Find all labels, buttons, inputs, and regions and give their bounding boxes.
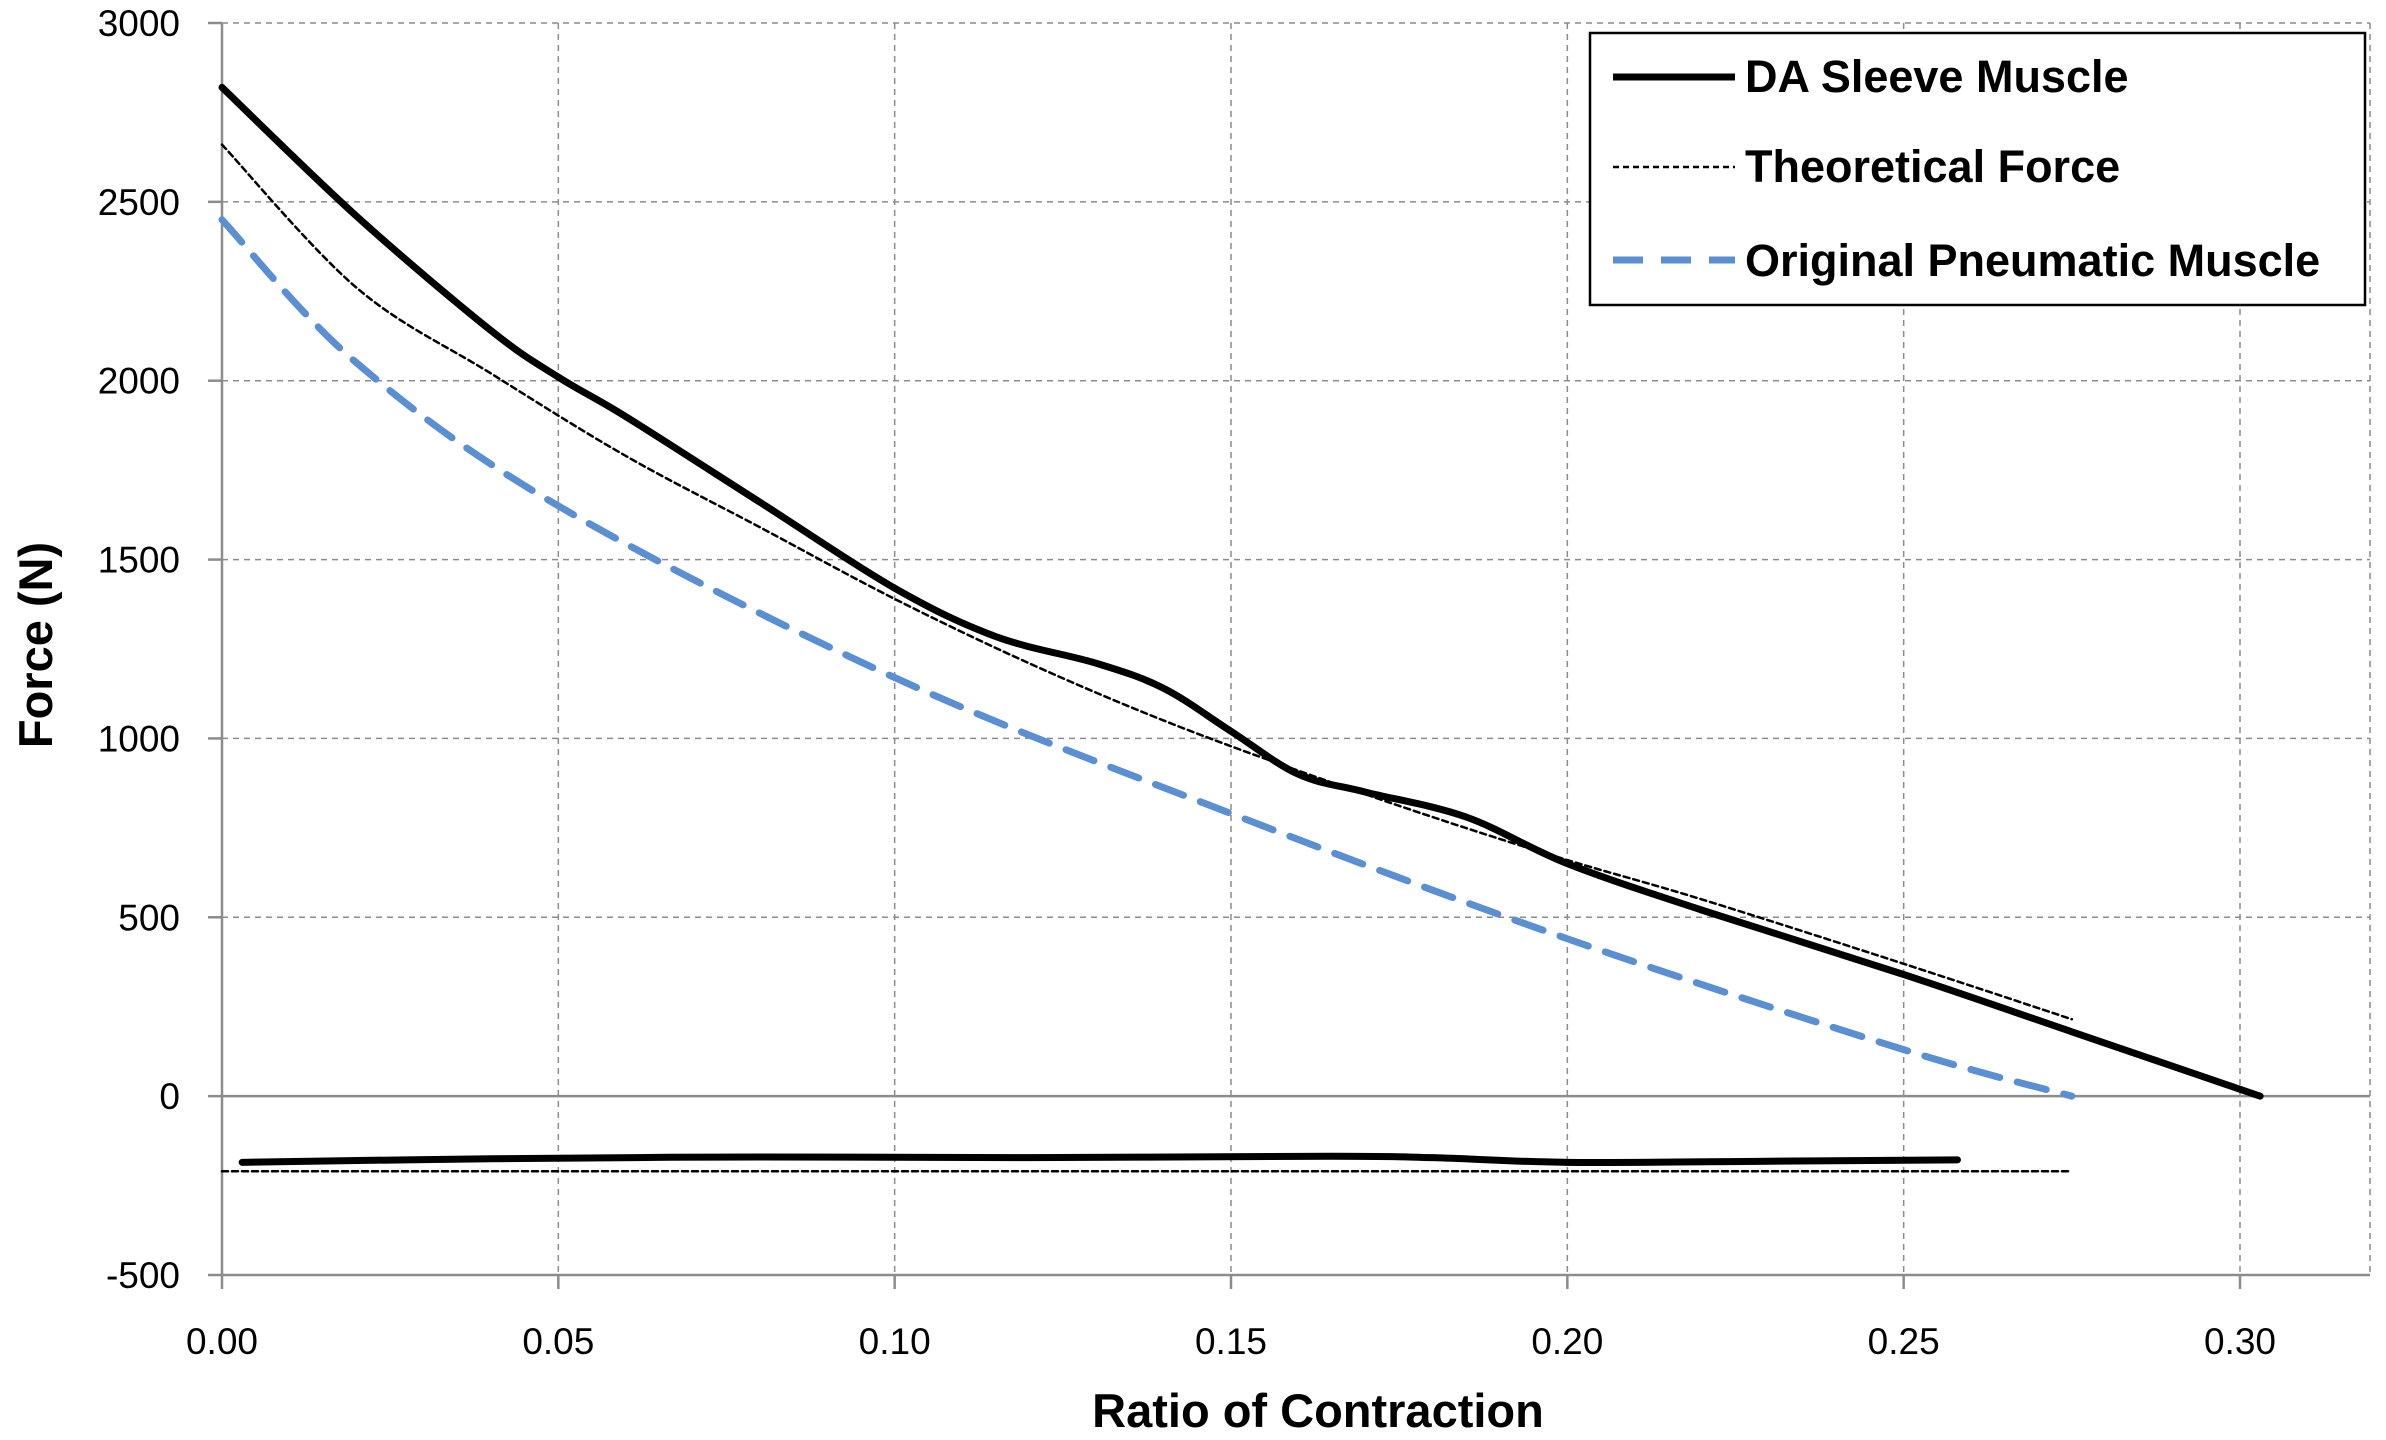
y-tick-label: 1500 [98, 540, 180, 581]
x-tick-label: 0.10 [859, 1321, 931, 1362]
legend-label-theoretical-force: Theoretical Force [1745, 141, 2120, 192]
series-line-theoretical-force [220, 143, 2074, 1021]
legend: DA Sleeve Muscle Theoretical Force Origi… [1588, 31, 2367, 307]
y-tick-label: 1000 [98, 718, 180, 759]
y-tick-label: 3000 [98, 3, 180, 44]
legend-label-da-sleeve-muscle: DA Sleeve Muscle [1745, 51, 2129, 102]
axes [208, 21, 2370, 1289]
series-line-da-sleeve-muscle [218, 83, 2264, 1100]
x-tick-label: 0.05 [522, 1321, 594, 1362]
x-tick-label: 0.15 [1195, 1321, 1267, 1362]
x-tick-label: 0.25 [1868, 1321, 1940, 1362]
x-tick-label: 0.20 [1531, 1321, 1603, 1362]
y-tick-label: 2500 [98, 182, 180, 223]
x-tick-label: 0.00 [186, 1321, 258, 1362]
series-line-original-pneumatic-muscle [218, 216, 2076, 1100]
y-tick-label: 500 [118, 897, 180, 938]
y-axis-title: Force (N) [9, 542, 62, 748]
series-line-da-sleeve-muscle-negative-branch [238, 1152, 1961, 1166]
y-tick-label: 0 [159, 1076, 180, 1117]
series-lines [218, 83, 2264, 1173]
x-axis-title: Ratio of Contraction [1092, 1384, 1544, 1437]
y-tick-label: -500 [106, 1255, 180, 1296]
legend-label-original-pneumatic-muscle: Original Pneumatic Muscle [1745, 235, 2320, 286]
y-tick-label: 2000 [98, 361, 180, 402]
tick-labels: -500 0 500 1000 1500 2000 2500 3000 0.00 0.05 0.10… [98, 3, 2276, 1362]
x-tick-label: 0.30 [2204, 1321, 2276, 1362]
